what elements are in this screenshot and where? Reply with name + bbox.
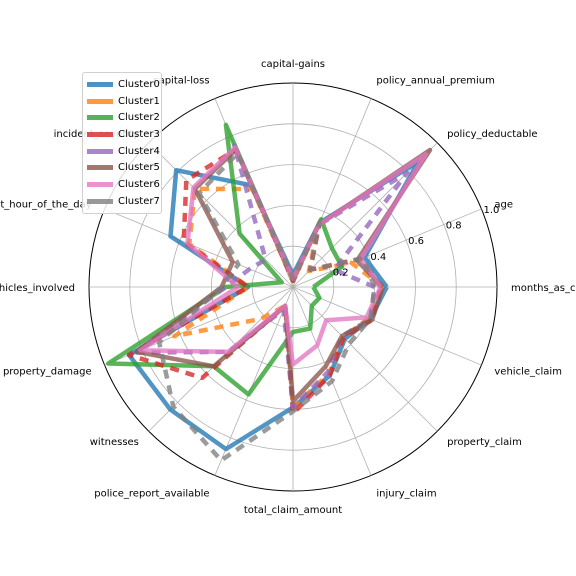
radial-tick-label: 0.2	[333, 267, 349, 278]
legend-label: Cluster0	[118, 78, 160, 90]
legend-item: Cluster3	[87, 126, 160, 143]
legend-item: Cluster1	[87, 93, 160, 110]
legend-item: Cluster6	[87, 176, 160, 193]
axis-label-capital-gains: capital-gains	[261, 59, 325, 70]
axis-label-vehicle-claim: vehicle_claim	[494, 366, 562, 377]
axis-label-witnesses: witnesses	[90, 437, 139, 448]
legend-item: Cluster4	[87, 143, 160, 160]
grid-spoke	[148, 142, 294, 288]
radial-tick-label: 1.0	[483, 205, 499, 216]
legend-swatch	[87, 198, 113, 204]
legend-item: Cluster0	[87, 76, 160, 93]
legend-swatch	[87, 181, 113, 187]
grid-spoke	[292, 208, 482, 288]
legend-swatch	[87, 98, 113, 104]
axis-label-capital-loss: capital-loss	[153, 76, 210, 87]
grid-spoke	[214, 286, 294, 476]
legend-item: Cluster7	[87, 193, 160, 210]
legend-swatch	[87, 131, 113, 137]
legend-label: Cluster2	[118, 112, 160, 124]
legend-swatch	[87, 115, 113, 121]
axis-label-policy-deductable: policy_deductable	[447, 129, 537, 140]
legend-swatch	[87, 148, 113, 154]
grid-spoke	[292, 286, 482, 366]
axis-label-total-claim-amount: total_claim_amount	[244, 505, 342, 516]
legend-label: Cluster6	[118, 178, 160, 190]
radial-tick-label: 0.8	[446, 221, 462, 232]
axis-label-property-claim: property_claim	[447, 437, 522, 448]
series-line-cluster6	[138, 145, 428, 367]
series-layer	[106, 122, 433, 463]
legend-item: Cluster2	[87, 109, 160, 126]
axis-label-injury-claim: injury_claim	[376, 488, 436, 499]
radial-tick-label: 0.6	[408, 236, 424, 247]
axis-label-months-as-customer: months_as_customer	[511, 283, 576, 294]
legend-label: Cluster4	[118, 145, 160, 157]
axis-label-policy-annual-premium: policy_annual_premium	[376, 76, 494, 87]
legend-swatch	[87, 165, 113, 171]
axis-label-property-damage: property_damage	[3, 366, 92, 377]
legend-swatch	[87, 81, 113, 87]
series-line-cluster7	[156, 150, 377, 463]
axis-label-age: age	[494, 200, 513, 211]
legend: Cluster0 Cluster1 Cluster2 Cluster3 Cluster4…	[82, 72, 162, 214]
legend-label: Cluster7	[118, 195, 160, 207]
axis-label-police-report-available: police_report_available	[94, 488, 209, 499]
legend-label: Cluster3	[118, 128, 160, 140]
grid-spoke	[292, 286, 438, 432]
radial-tick-label: 0.4	[370, 252, 386, 263]
axis-label-number-of-vehicles-involved: number_of_vehicles_involved	[0, 283, 75, 294]
legend-item: Cluster5	[87, 159, 160, 176]
legend-label: Cluster1	[118, 95, 160, 107]
series-line-cluster2	[106, 122, 345, 397]
axis-label-incident-hour-of-the-day: incident_hour_of_the_day	[0, 200, 92, 211]
grid-spoke	[104, 208, 294, 288]
legend-label: Cluster5	[118, 162, 160, 174]
